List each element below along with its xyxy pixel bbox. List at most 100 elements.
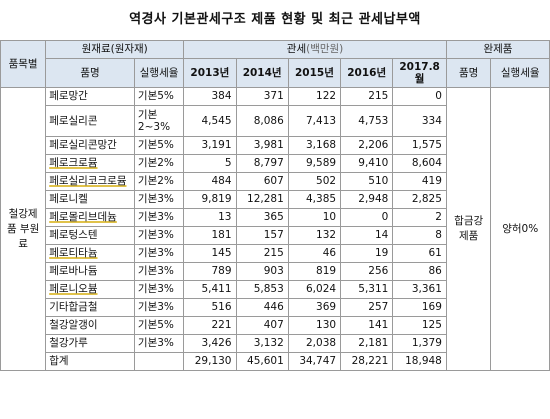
tariff-value: 384 xyxy=(183,87,237,106)
group-label: 철강제품 부원료 xyxy=(0,87,47,371)
header-tariff: 관세(백만원) xyxy=(183,40,447,59)
tariff-value: 9,819 xyxy=(183,190,237,209)
tariff-table: 품목별 원재료(원자재) 관세(백만원) 완제품 품명 실행세율 2013년 2… xyxy=(0,40,550,371)
tariff-value: 516 xyxy=(183,298,237,317)
finished-product-name: 합금강 제품 xyxy=(445,87,492,371)
tariff-value: 2,825 xyxy=(392,190,447,209)
item-rate: 기본3% xyxy=(133,208,185,227)
tariff-value: 215 xyxy=(235,244,289,263)
tariff-value: 86 xyxy=(392,262,447,281)
tariff-value: 46 xyxy=(287,244,342,263)
tariff-value: 257 xyxy=(340,298,394,317)
tariff-value: 130 xyxy=(287,316,342,335)
item-rate: 기본3% xyxy=(133,190,185,209)
tariff-value: 903 xyxy=(235,262,289,281)
tariff-value: 221 xyxy=(183,316,237,335)
tariff-value: 4,753 xyxy=(340,105,394,137)
tariff-value: 9,589 xyxy=(287,154,342,173)
table-row: 페로바나듐 기본3% 789 903 819 256 86 xyxy=(1,262,550,281)
tariff-value: 157 xyxy=(235,226,289,245)
table-row: 페로니오븀 기본3% 5,411 5,853 6,024 5,311 3,361 xyxy=(1,280,550,299)
tariff-value: 3,191 xyxy=(183,136,237,155)
tariff-value: 0 xyxy=(392,87,447,106)
header-year-2014: 2014년 xyxy=(235,58,289,88)
item-rate: 기본3% xyxy=(133,298,185,317)
tariff-value: 371 xyxy=(235,87,289,106)
table-row: 페로몰리브데늄 기본3% 13 365 10 0 2 xyxy=(1,208,550,227)
tariff-value: 5,853 xyxy=(235,280,289,299)
item-name: 철강가루 xyxy=(49,337,88,349)
tariff-value: 8 xyxy=(392,226,447,245)
item-rate: 기본5% xyxy=(133,136,185,155)
tariff-value: 510 xyxy=(340,172,394,191)
header-fp-applied-tax: 실행세율 xyxy=(490,58,550,88)
tariff-value: 2,948 xyxy=(340,190,394,209)
header-applied-tax: 실행세율 xyxy=(133,58,185,88)
header-raw-material: 원재료(원자재) xyxy=(45,40,185,59)
tariff-value: 407 xyxy=(235,316,289,335)
item-name: 페로티타늄 xyxy=(49,247,98,259)
item-name: 페로니켈 xyxy=(49,193,88,205)
total-rate-empty xyxy=(133,352,185,371)
tariff-value: 122 xyxy=(287,87,342,106)
total-value: 45,601 xyxy=(235,352,289,371)
tariff-value: 125 xyxy=(392,316,447,335)
table-row: 기타합금철 기본3% 516 446 369 257 169 xyxy=(1,298,550,317)
item-name: 페로망간 xyxy=(49,90,88,102)
header-category: 품목별 xyxy=(0,40,47,88)
tariff-value: 365 xyxy=(235,208,289,227)
total-value: 34,747 xyxy=(287,352,342,371)
table-row: 철강알갱이 기본5% 221 407 130 141 125 xyxy=(1,316,550,335)
item-rate: 기본3% xyxy=(133,244,185,263)
tariff-value: 484 xyxy=(183,172,237,191)
tariff-value: 819 xyxy=(287,262,342,281)
tariff-value: 215 xyxy=(340,87,394,106)
tariff-value: 145 xyxy=(183,244,237,263)
tariff-value: 2,038 xyxy=(287,334,342,353)
table-row: 페로니켈 기본3% 9,819 12,281 4,385 2,948 2,825 xyxy=(1,190,550,209)
tariff-value: 1,379 xyxy=(392,334,447,353)
header-finished-product: 완제품 xyxy=(445,40,550,59)
tariff-value: 3,981 xyxy=(235,136,289,155)
item-name: 페로실리콘 xyxy=(49,114,98,127)
item-rate: 기본3% xyxy=(133,262,185,281)
tariff-value: 141 xyxy=(340,316,394,335)
tariff-value: 6,024 xyxy=(287,280,342,299)
table-row: 페로실리콘 기본 2~3% 4,545 8,086 7,413 4,753 334 xyxy=(1,105,550,137)
tariff-value: 7,413 xyxy=(287,105,342,137)
tariff-value: 9,410 xyxy=(340,154,394,173)
item-name: 페로몰리브데늄 xyxy=(49,211,117,223)
header-year-2016: 2016년 xyxy=(340,58,394,88)
item-rate: 기본2% xyxy=(133,172,185,191)
table-row: 페로실리코크로뮴 기본2% 484 607 502 510 419 xyxy=(1,172,550,191)
item-rate: 기본5% xyxy=(133,87,185,106)
tariff-value: 3,168 xyxy=(287,136,342,155)
item-name: 페로텅스텐 xyxy=(49,229,98,241)
table-row: 페로크로뮴 기본2% 5 8,797 9,589 9,410 8,604 xyxy=(1,154,550,173)
total-row: 합계 29,130 45,601 34,747 28,221 18,948 xyxy=(1,352,550,371)
tariff-value: 8,086 xyxy=(235,105,289,137)
tariff-value: 4,545 xyxy=(183,105,237,137)
tariff-value: 789 xyxy=(183,262,237,281)
tariff-value: 169 xyxy=(392,298,447,317)
tariff-value: 61 xyxy=(392,244,447,263)
tariff-value: 502 xyxy=(287,172,342,191)
item-name: 페로크로뮴 xyxy=(49,157,98,169)
item-rate: 기본 2~3% xyxy=(133,105,185,137)
tariff-value: 13 xyxy=(183,208,237,227)
tariff-value: 181 xyxy=(183,226,237,245)
tariff-value: 5,411 xyxy=(183,280,237,299)
tariff-value: 334 xyxy=(392,105,447,137)
item-rate: 기본3% xyxy=(133,334,185,353)
tariff-value: 1,575 xyxy=(392,136,447,155)
tariff-value: 419 xyxy=(392,172,447,191)
total-value: 18,948 xyxy=(392,352,447,371)
item-rate: 기본2% xyxy=(133,154,185,173)
item-name: 페로실리콘망간 xyxy=(49,139,117,151)
tariff-value: 12,281 xyxy=(235,190,289,209)
page-title: 역경사 기본관세구조 제품 현황 및 최근 관세납부액 xyxy=(129,12,421,27)
header-year-2015: 2015년 xyxy=(287,58,342,88)
table-row: 철강가루 기본3% 3,426 3,132 2,038 2,181 1,379 xyxy=(1,334,550,353)
total-value: 29,130 xyxy=(183,352,237,371)
tariff-value: 607 xyxy=(235,172,289,191)
